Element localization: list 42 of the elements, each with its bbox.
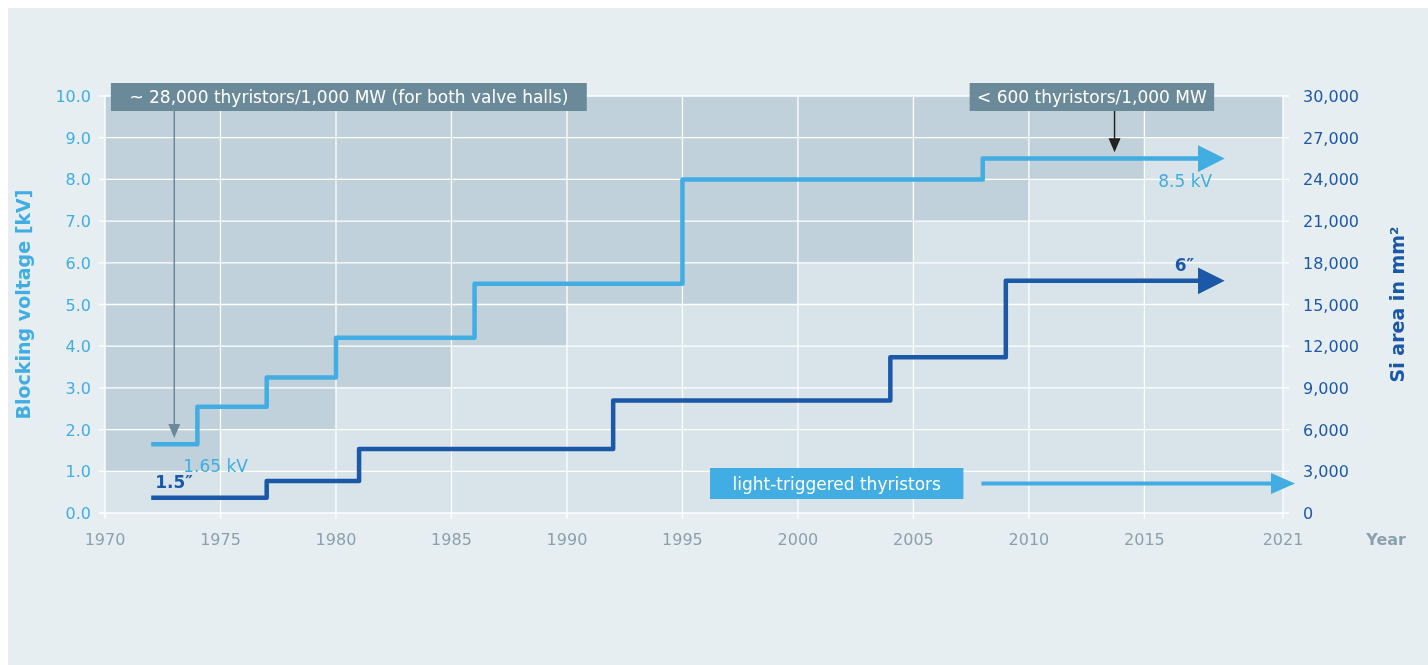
y2-tick-label: 21,000: [1303, 212, 1359, 232]
data-label: 8.5 kV: [1158, 170, 1213, 191]
y-tick-label: 10.0: [55, 87, 91, 106]
y-tick-label: 9.0: [65, 128, 91, 148]
y-tick-label: 4.0: [65, 337, 91, 357]
x-axis-title: Year: [1365, 530, 1407, 549]
annotation: 1.5″: [155, 471, 194, 492]
y-tick-label: 3.0: [65, 378, 91, 398]
annotation: 6″: [1174, 254, 1195, 275]
y-axis-title: Blocking voltage [kV]: [12, 189, 34, 420]
y-tick-label: 2.0: [65, 420, 91, 440]
annotation: ~ 28,000 thyristors/1,000 MW (for both valve halls): [129, 87, 569, 107]
y-tick-label: 7.0: [65, 212, 91, 232]
x-tick-label: 2010: [1008, 530, 1050, 549]
y2-tick-label: 9,000: [1303, 378, 1349, 398]
x-tick-label: 2021: [1262, 530, 1304, 549]
y-tick-label: 1.0: [65, 462, 91, 482]
y2-tick-label: 6,000: [1303, 420, 1349, 440]
y2-tick-label: 30,000: [1303, 87, 1359, 106]
x-tick-label: 2015: [1124, 530, 1165, 549]
y-tick-label: 5.0: [65, 295, 91, 315]
y-tick-label: 0.0: [65, 504, 91, 523]
x-tick-label: 1980: [315, 530, 357, 549]
x-tick-label: 1985: [431, 530, 472, 549]
y2-tick-label: 18,000: [1303, 253, 1359, 273]
y2-tick-label: 3,000: [1303, 462, 1349, 482]
y2-tick-label: 0: [1303, 504, 1314, 523]
x-tick-label: 2005: [893, 530, 934, 549]
x-tick-label: 1990: [546, 530, 588, 549]
y2-axis-title: Si area in mm²: [1386, 226, 1408, 383]
x-tick-label: 1970: [84, 530, 126, 549]
y2-tick-label: 15,000: [1303, 295, 1359, 315]
y2-tick-label: 27,000: [1303, 128, 1359, 148]
y-tick-label: 6.0: [65, 253, 91, 273]
y2-tick-label: 24,000: [1303, 170, 1359, 190]
annotation: light-triggered thyristors: [732, 474, 942, 494]
x-tick-label: 2000: [777, 530, 819, 549]
y-tick-label: 8.0: [65, 170, 91, 190]
x-tick-label: 1975: [200, 530, 241, 549]
x-tick-label: 1995: [662, 530, 703, 549]
y2-tick-label: 12,000: [1303, 337, 1359, 357]
annotation: < 600 thyristors/1,000 MW: [977, 87, 1207, 107]
